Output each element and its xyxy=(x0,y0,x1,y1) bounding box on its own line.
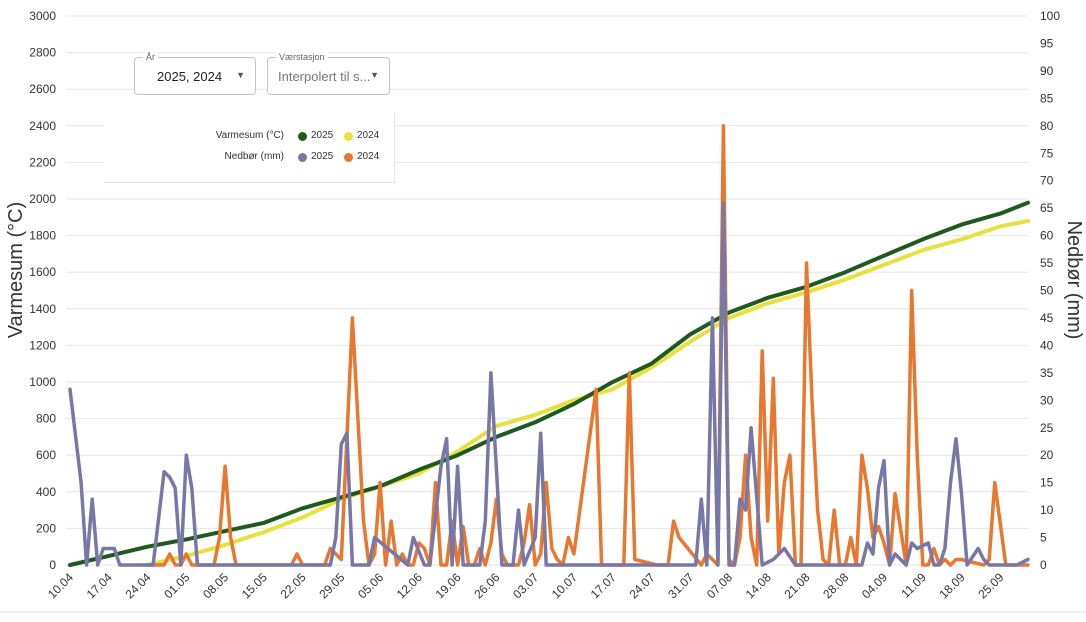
x-tick-label: 03.07 xyxy=(510,570,541,601)
x-tick-label: 10.04 xyxy=(45,570,76,601)
x-tick-label: 04.09 xyxy=(859,570,890,601)
chevron-down-icon: ▼ xyxy=(236,70,245,80)
right-tick-label: 45 xyxy=(1040,311,1054,325)
x-tick-label: 22.05 xyxy=(278,570,309,601)
station-select-label: Værstasjon xyxy=(276,51,328,63)
right-tick-label: 85 xyxy=(1040,91,1054,105)
x-axis-ticks: 10.04 17.04 24.04 01.05 08.05 15.05 22.05 29.05… xyxy=(45,570,1007,601)
legend-swatch[interactable] xyxy=(344,132,353,141)
x-tick-label: 18.09 xyxy=(937,570,968,601)
right-axis-label: Nedbør (mm) xyxy=(1063,221,1085,340)
left-tick-label: 400 xyxy=(36,485,56,499)
legend-series-label[interactable]: 2024 xyxy=(357,130,380,141)
right-tick-label: 30 xyxy=(1040,393,1054,407)
x-tick-label: 19.06 xyxy=(433,570,464,601)
legend-swatch[interactable] xyxy=(298,153,307,162)
left-tick-label: 2600 xyxy=(29,82,56,96)
left-tick-label: 1600 xyxy=(29,265,56,279)
right-tick-label: 80 xyxy=(1040,119,1054,133)
chevron-down-icon: ▼ xyxy=(370,70,379,80)
x-tick-label: 14.08 xyxy=(743,570,774,601)
left-axis-label: Varmesum (°C) xyxy=(5,202,27,339)
x-tick-label: 31.07 xyxy=(665,570,696,601)
legend-swatch[interactable] xyxy=(298,132,307,141)
x-tick-label: 17.07 xyxy=(588,570,619,601)
left-tick-label: 1000 xyxy=(29,375,56,389)
legend-series-label[interactable]: 2024 xyxy=(357,151,380,162)
left-tick-label: 0 xyxy=(49,558,56,572)
left-tick-label: 1400 xyxy=(29,302,56,316)
left-tick-label: 1200 xyxy=(29,338,56,352)
legend-group-label: Nedbør (mm) xyxy=(224,151,284,162)
legend-row-varmesum: Varmesum (°C) 2025 2024 xyxy=(104,128,394,144)
right-tick-label: 100 xyxy=(1040,9,1060,23)
right-tick-label: 20 xyxy=(1040,448,1054,462)
year-select[interactable]: År 2025, 2024 ▼ xyxy=(134,51,256,95)
x-tick-label: 28.08 xyxy=(820,570,851,601)
right-tick-label: 75 xyxy=(1040,146,1054,160)
right-tick-label: 65 xyxy=(1040,201,1054,215)
right-tick-label: 35 xyxy=(1040,366,1054,380)
left-tick-label: 2000 xyxy=(29,192,56,206)
x-tick-label: 24.07 xyxy=(626,570,657,601)
x-tick-label: 17.04 xyxy=(84,570,115,601)
right-tick-label: 40 xyxy=(1040,338,1054,352)
x-tick-label: 08.05 xyxy=(200,570,231,601)
x-tick-label: 01.05 xyxy=(161,570,192,601)
x-tick-label: 15.05 xyxy=(239,570,270,601)
year-select-value: 2025, 2024 xyxy=(157,69,223,84)
x-tick-label: 11.09 xyxy=(898,570,929,601)
right-tick-label: 50 xyxy=(1040,284,1054,298)
left-tick-label: 600 xyxy=(36,448,56,462)
left-tick-label: 1800 xyxy=(29,229,56,243)
left-tick-label: 2800 xyxy=(29,46,56,60)
right-tick-label: 90 xyxy=(1040,64,1054,78)
left-tick-label: 2400 xyxy=(29,119,56,133)
right-tick-label: 15 xyxy=(1040,476,1054,490)
left-tick-label: 3000 xyxy=(29,9,56,23)
x-tick-label: 07.08 xyxy=(704,570,735,601)
right-tick-label: 70 xyxy=(1040,174,1054,188)
year-select-label: År xyxy=(143,51,158,63)
legend-swatch[interactable] xyxy=(344,153,353,162)
right-tick-label: 25 xyxy=(1040,421,1054,435)
legend-row-nedbor: Nedbør (mm) 2025 2024 xyxy=(104,149,394,165)
x-tick-label: 26.06 xyxy=(471,570,502,601)
left-tick-label: 800 xyxy=(36,412,56,426)
left-tick-label: 2200 xyxy=(29,155,56,169)
right-tick-label: 95 xyxy=(1040,36,1054,50)
series-line-nedbor-2025[interactable] xyxy=(68,200,1030,567)
right-tick-label: 0 xyxy=(1040,558,1047,572)
right-tick-label: 10 xyxy=(1040,503,1054,517)
x-tick-label: 24.04 xyxy=(123,570,154,601)
right-tick-label: 60 xyxy=(1040,229,1054,243)
x-tick-label: 12.06 xyxy=(394,570,425,601)
left-axis-ticks: 0 200 400 600 800 1000 1200 1400 1600 1800 2000 220… xyxy=(29,9,56,572)
right-axis-ticks: 0 5 10 15 20 25 30 35 40 45 50 55 60 65 70 75 80 85 90 95 10… xyxy=(1040,9,1060,572)
legend-group-label: Varmesum (°C) xyxy=(215,130,284,141)
legend-series-label[interactable]: 2025 xyxy=(311,151,334,162)
right-tick-label: 55 xyxy=(1040,256,1054,270)
x-tick-label: 25.09 xyxy=(975,570,1006,601)
legend-series-label[interactable]: 2025 xyxy=(311,130,334,141)
series-lines xyxy=(68,124,1030,567)
right-tick-label: 5 xyxy=(1040,531,1047,545)
x-tick-label: 29.05 xyxy=(316,570,347,601)
x-tick-label: 10.07 xyxy=(549,570,580,601)
legend: Varmesum (°C) 2025 2024 Nedbør (mm) 2025… xyxy=(104,112,395,183)
x-tick-label: 05.06 xyxy=(355,570,386,601)
station-select[interactable]: Værstasjon Interpolert til s... ▼ xyxy=(267,51,390,95)
left-tick-label: 200 xyxy=(36,521,56,535)
x-tick-label: 21.08 xyxy=(781,570,812,601)
station-select-value: Interpolert til s... xyxy=(278,69,371,84)
